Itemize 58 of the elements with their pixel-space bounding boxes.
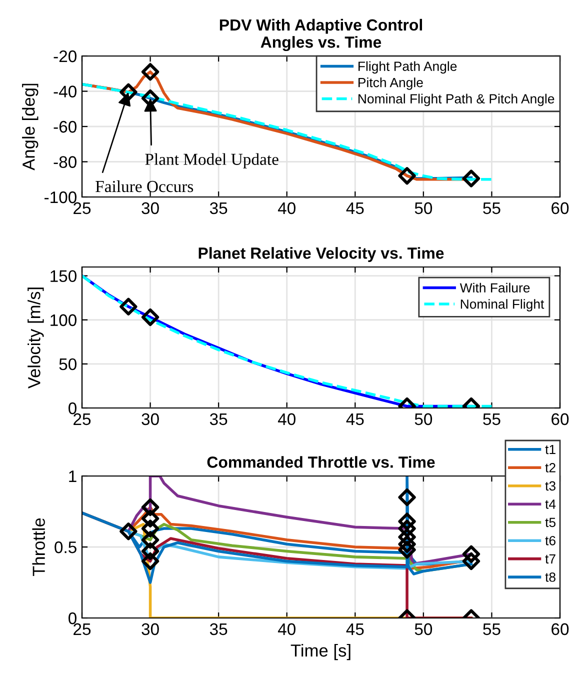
y-axis-title: Velocity [m/s] [28,288,44,389]
y-axis-title: Throttle [32,518,45,576]
y-tick-label: -40 [54,86,76,98]
y-tick-label: -60 [54,120,76,133]
legend-label: t8 [545,572,556,582]
y-tick-label: 0 [68,612,76,624]
legend-label: t3 [545,481,556,491]
x-tick-label: 45 [346,623,364,636]
x-tick-label: 55 [483,202,500,214]
legend-label: Nominal Flight Path & Pitch Angle [358,94,554,106]
chart-title: Commanded Throttle vs. Time [207,456,435,468]
y-tick-label: 1 [69,470,76,482]
y-tick-label: 50 [59,358,76,370]
x-tick-label: 30 [142,202,159,214]
x-tick-label: 50 [414,202,432,214]
legend-label: Flight Path Angle [358,61,457,74]
x-tick-label: 25 [74,413,91,426]
x-tick-label: 30 [142,413,159,426]
annotation: Plant Model Update [145,153,278,168]
legend-label: t7 [545,554,556,564]
y-tick-label: 150 [50,270,76,282]
x-tick-label: 40 [278,623,296,636]
y-tick-label: 0.5 [54,541,76,554]
x-tick-label: 55 [483,413,500,426]
x-tick-label: 50 [414,623,432,636]
x-tick-label: 25 [74,202,91,214]
x-tick-label: 60 [552,413,569,426]
y-tick-label: -80 [54,156,76,168]
legend-label: t2 [545,463,556,472]
y-tick-label: 0 [68,402,76,414]
x-axis-title: Time [s] [290,644,350,660]
y-tick-label: 100 [50,314,76,326]
x-tick-label: 30 [142,623,159,636]
legend-label: t1 [545,444,556,454]
x-tick-label: 35 [210,413,228,426]
chart-title: PDV With Adaptive Control Angles vs. Time [220,18,422,52]
x-tick-label: 45 [346,202,364,214]
y-tick-label: -20 [54,50,76,62]
legend-label: t5 [545,518,556,528]
x-tick-label: 40 [278,202,296,214]
x-tick-label: 60 [552,202,569,214]
legend-label: t6 [545,536,556,546]
x-tick-label: 50 [414,413,432,426]
x-tick-label: 60 [552,623,569,636]
legend-label: t4 [545,500,556,509]
x-tick-label: 55 [483,623,500,636]
legend-label: With Failure [460,282,530,293]
x-tick-label: 45 [346,413,364,426]
x-tick-label: 40 [278,413,296,426]
legend-label: Pitch Angle [358,78,423,90]
y-tick-label: -100 [44,191,76,204]
chart-title: Planet Relative Velocity vs. Time [198,247,444,262]
x-tick-label: 35 [210,202,228,214]
x-tick-label: 35 [210,623,228,636]
annotation: Failure Occurs [96,180,194,192]
legend-label: Nominal Flight [460,299,544,312]
x-tick-label: 25 [74,623,91,636]
y-axis-title: Angle [deg] [22,84,38,170]
